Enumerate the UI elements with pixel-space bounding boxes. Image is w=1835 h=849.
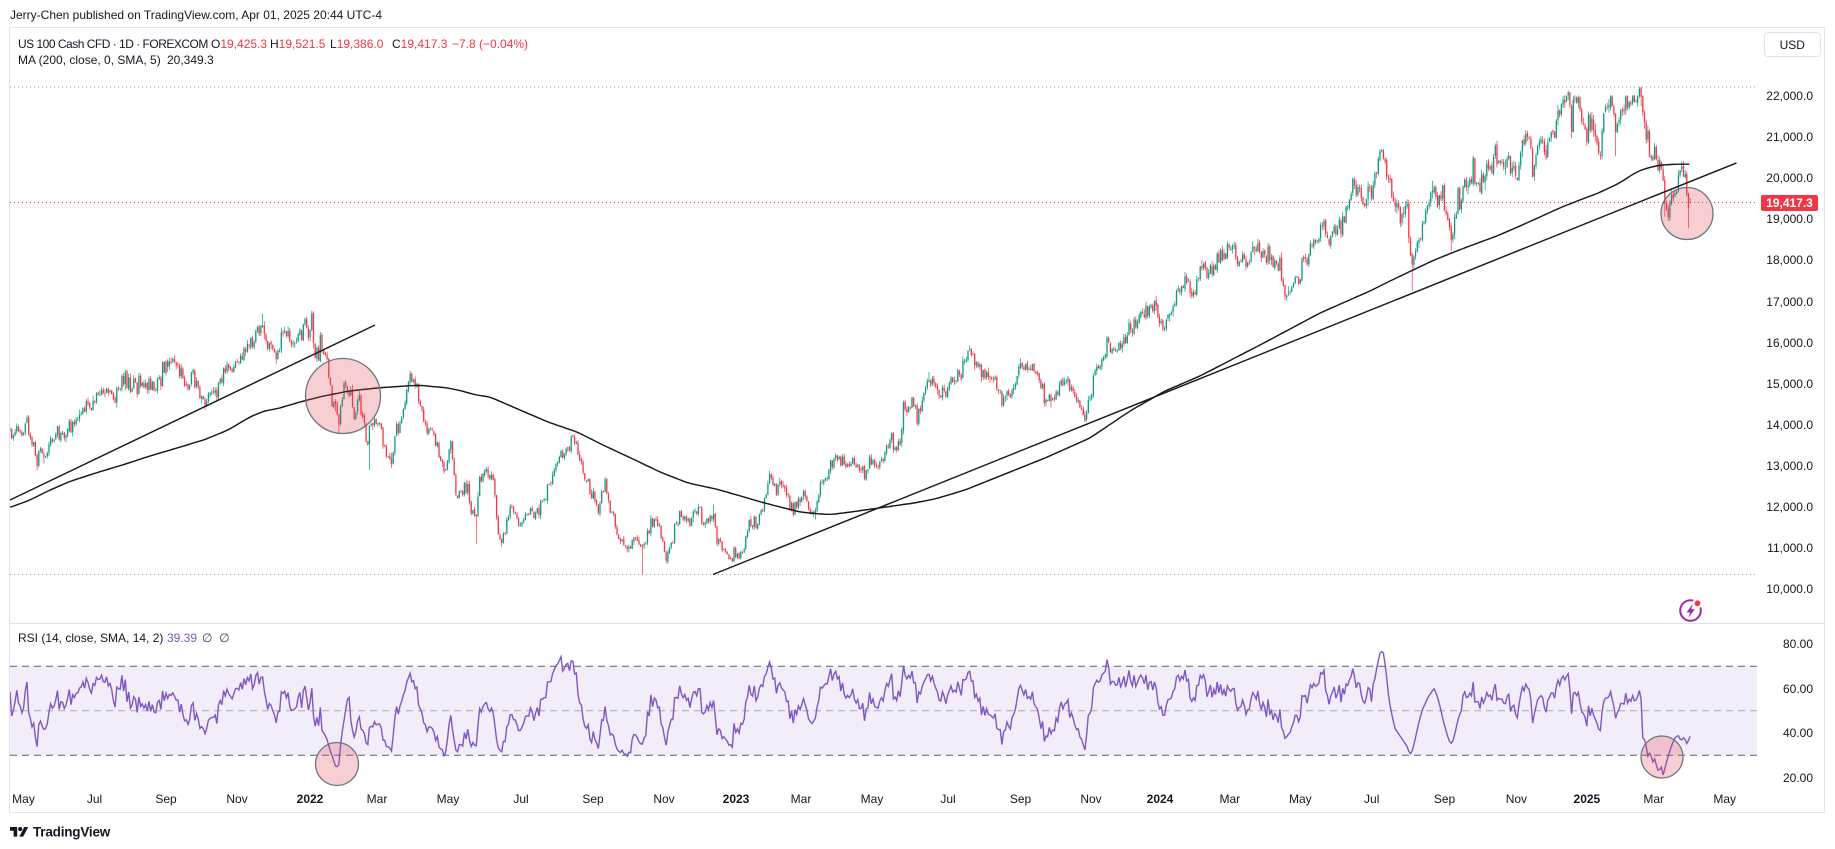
svg-text:TradingView: TradingView xyxy=(33,825,111,840)
